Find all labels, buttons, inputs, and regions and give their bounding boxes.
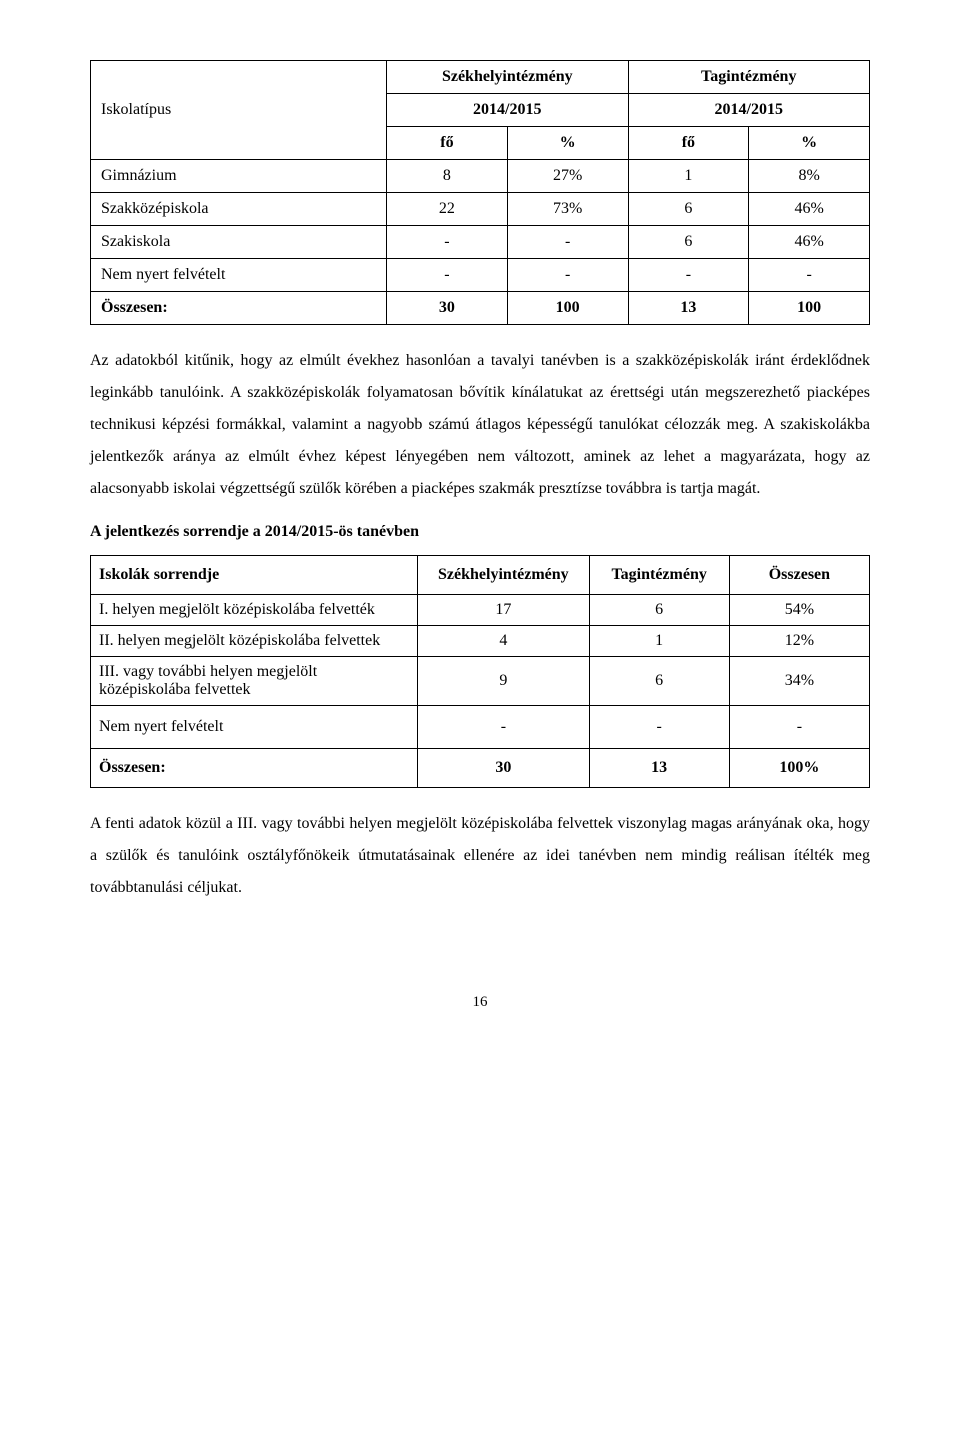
t2-r0-label: I. helyen megjelölt középiskolába felvet… xyxy=(91,595,418,626)
t2-r1-c: 12% xyxy=(729,626,869,657)
t1-pct-1: % xyxy=(507,127,628,160)
t1-r3-c: - xyxy=(628,259,749,292)
t2-h1: Székhelyintézmény xyxy=(418,556,589,595)
t1-fo-1: fő xyxy=(387,127,508,160)
t2-r2-a: 9 xyxy=(418,657,589,706)
t1-total-label: Összesen: xyxy=(91,292,387,325)
t1-r1-a: 22 xyxy=(387,193,508,226)
page-number: 16 xyxy=(90,994,870,1011)
analysis-paragraph-1: Az adatokból kitűnik, hogy az elmúlt éve… xyxy=(90,345,870,505)
t2-gap-c: - xyxy=(729,706,869,749)
t1-total-c: 13 xyxy=(628,292,749,325)
t2-r1-b: 1 xyxy=(589,626,729,657)
t1-total-b: 100 xyxy=(507,292,628,325)
t1-r0-a: 8 xyxy=(387,160,508,193)
table-row: Nem nyert felvételt - - - - xyxy=(91,259,870,292)
t2-gap-label: Nem nyert felvételt xyxy=(91,706,418,749)
table-row: Nem nyert felvételt - - - xyxy=(91,706,870,749)
t1-r1-c: 6 xyxy=(628,193,749,226)
t1-r0-d: 8% xyxy=(749,160,870,193)
t2-total-a: 30 xyxy=(418,749,589,788)
t1-r2-b: - xyxy=(507,226,628,259)
t1-r3-label: Nem nyert felvételt xyxy=(91,259,387,292)
t2-total-label: Összesen: xyxy=(91,749,418,788)
table-row: II. helyen megjelölt középiskolába felve… xyxy=(91,626,870,657)
t1-group1: Székhelyintézmény xyxy=(387,61,628,94)
t1-group2: Tagintézmény xyxy=(628,61,870,94)
table-total-row: Összesen: 30 13 100% xyxy=(91,749,870,788)
table-row: Szakközépiskola 22 73% 6 46% xyxy=(91,193,870,226)
t1-r0-b: 27% xyxy=(507,160,628,193)
t1-r0-c: 1 xyxy=(628,160,749,193)
t2-h0: Iskolák sorrendje xyxy=(91,556,418,595)
school-type-table: Iskolatípus Székhelyintézmény Tagintézmé… xyxy=(90,60,870,325)
t1-corner: Iskolatípus xyxy=(91,61,387,160)
t1-r3-b: - xyxy=(507,259,628,292)
t1-year2: 2014/2015 xyxy=(628,94,870,127)
table-row: I. helyen megjelölt középiskolába felvet… xyxy=(91,595,870,626)
t2-total-c: 100% xyxy=(729,749,869,788)
t2-r2-label: III. vagy további helyen megjelölt közép… xyxy=(91,657,418,706)
table-row: III. vagy további helyen megjelölt közép… xyxy=(91,657,870,706)
t1-r1-d: 46% xyxy=(749,193,870,226)
t2-r2-b: 6 xyxy=(589,657,729,706)
t1-r2-a: - xyxy=(387,226,508,259)
t1-r2-label: Szakiskola xyxy=(91,226,387,259)
table-row: Szakiskola - - 6 46% xyxy=(91,226,870,259)
t2-r0-a: 17 xyxy=(418,595,589,626)
t2-h3: Összesen xyxy=(729,556,869,595)
t2-r1-label: II. helyen megjelölt középiskolába felve… xyxy=(91,626,418,657)
t1-r1-label: Szakközépiskola xyxy=(91,193,387,226)
analysis-paragraph-2: A fenti adatok közül a III. vagy további… xyxy=(90,808,870,904)
t2-gap-a: - xyxy=(418,706,589,749)
t1-r2-d: 46% xyxy=(749,226,870,259)
t1-r1-b: 73% xyxy=(507,193,628,226)
t2-r0-b: 6 xyxy=(589,595,729,626)
t1-pct-2: % xyxy=(749,127,870,160)
t1-r2-c: 6 xyxy=(628,226,749,259)
table-row: Gimnázium 8 27% 1 8% xyxy=(91,160,870,193)
t1-r3-a: - xyxy=(387,259,508,292)
t1-r3-d: - xyxy=(749,259,870,292)
t2-r1-a: 4 xyxy=(418,626,589,657)
application-order-table: Iskolák sorrendje Székhelyintézmény Tagi… xyxy=(90,555,870,788)
t2-r0-c: 54% xyxy=(729,595,869,626)
t1-r0-label: Gimnázium xyxy=(91,160,387,193)
table-total-row: Összesen: 30 100 13 100 xyxy=(91,292,870,325)
section-heading: A jelentkezés sorrendje a 2014/2015-ös t… xyxy=(90,523,870,541)
t2-total-b: 13 xyxy=(589,749,729,788)
t1-total-d: 100 xyxy=(749,292,870,325)
t1-total-a: 30 xyxy=(387,292,508,325)
t2-gap-b: - xyxy=(589,706,729,749)
t2-h2: Tagintézmény xyxy=(589,556,729,595)
t2-r2-c: 34% xyxy=(729,657,869,706)
t1-year1: 2014/2015 xyxy=(387,94,628,127)
t1-fo-2: fő xyxy=(628,127,749,160)
